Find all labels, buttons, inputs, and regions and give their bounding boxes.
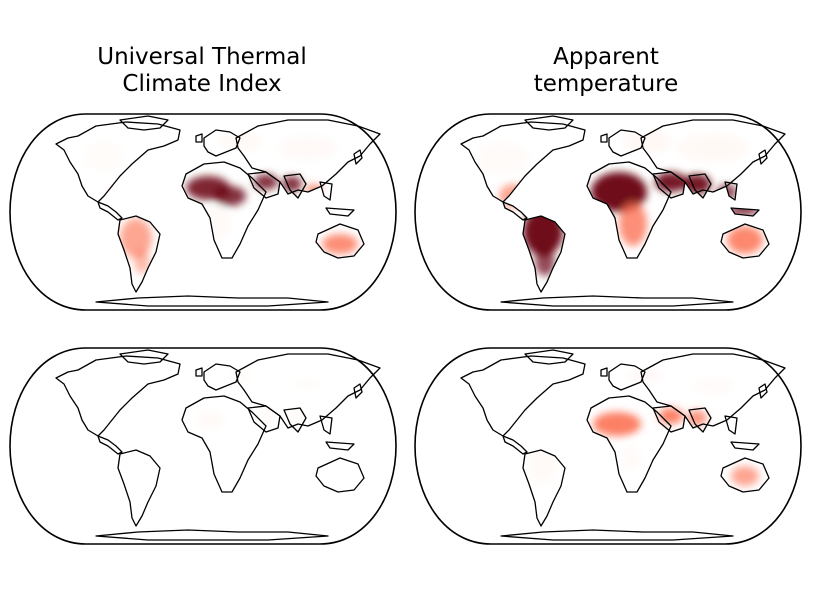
heat-region: [593, 412, 641, 436]
heat-region: [120, 218, 152, 258]
map-frame: [414, 347, 802, 545]
heat-region: [84, 142, 124, 170]
heat-overlay: [529, 368, 759, 486]
heat-region: [254, 174, 278, 190]
heat-region: [619, 202, 647, 246]
coastlines: [460, 115, 786, 307]
map-frame: [9, 347, 397, 545]
heat-region: [731, 466, 759, 486]
heat-overlay: [84, 132, 358, 274]
heat-region: [621, 446, 641, 470]
map-panel-bottom-left: [8, 346, 398, 546]
heat-region: [623, 130, 671, 154]
heat-region: [322, 234, 358, 254]
heat-region: [228, 370, 252, 382]
heat-region: [260, 410, 276, 422]
map-frame: [9, 113, 397, 311]
map-panel-top-right: [413, 112, 803, 312]
map-panel-bottom-right: [413, 346, 803, 546]
heat-region: [286, 410, 302, 422]
heat-region: [477, 142, 529, 174]
coastlines: [55, 115, 381, 307]
heat-region: [727, 226, 763, 254]
heat-region: [218, 132, 262, 152]
heat-region: [196, 412, 224, 428]
world-map-top-left: [9, 113, 397, 311]
heat-region: [282, 176, 302, 192]
heat-region: [659, 408, 683, 424]
heat-region: [687, 410, 707, 426]
heat-region: [627, 368, 663, 384]
heat-region: [677, 134, 749, 162]
world-map-bottom-left: [9, 347, 397, 545]
heat-region: [214, 186, 246, 206]
heat-region: [535, 248, 555, 276]
world-map-bottom-right: [414, 347, 802, 545]
map-frame: [414, 113, 802, 311]
heat-region: [134, 250, 150, 274]
coastlines: [460, 349, 786, 541]
column-title-utci: Universal Thermal Climate Index: [97, 44, 307, 97]
heat-overlay: [196, 370, 322, 428]
column-title-apparent-temperature: Apparent temperature: [533, 44, 679, 97]
heat-region: [278, 136, 338, 160]
heat-region: [693, 378, 733, 394]
heat-region: [294, 378, 322, 390]
map-panel-top-left: [8, 112, 398, 312]
world-map-top-right: [414, 113, 802, 311]
coastlines: [55, 349, 381, 541]
